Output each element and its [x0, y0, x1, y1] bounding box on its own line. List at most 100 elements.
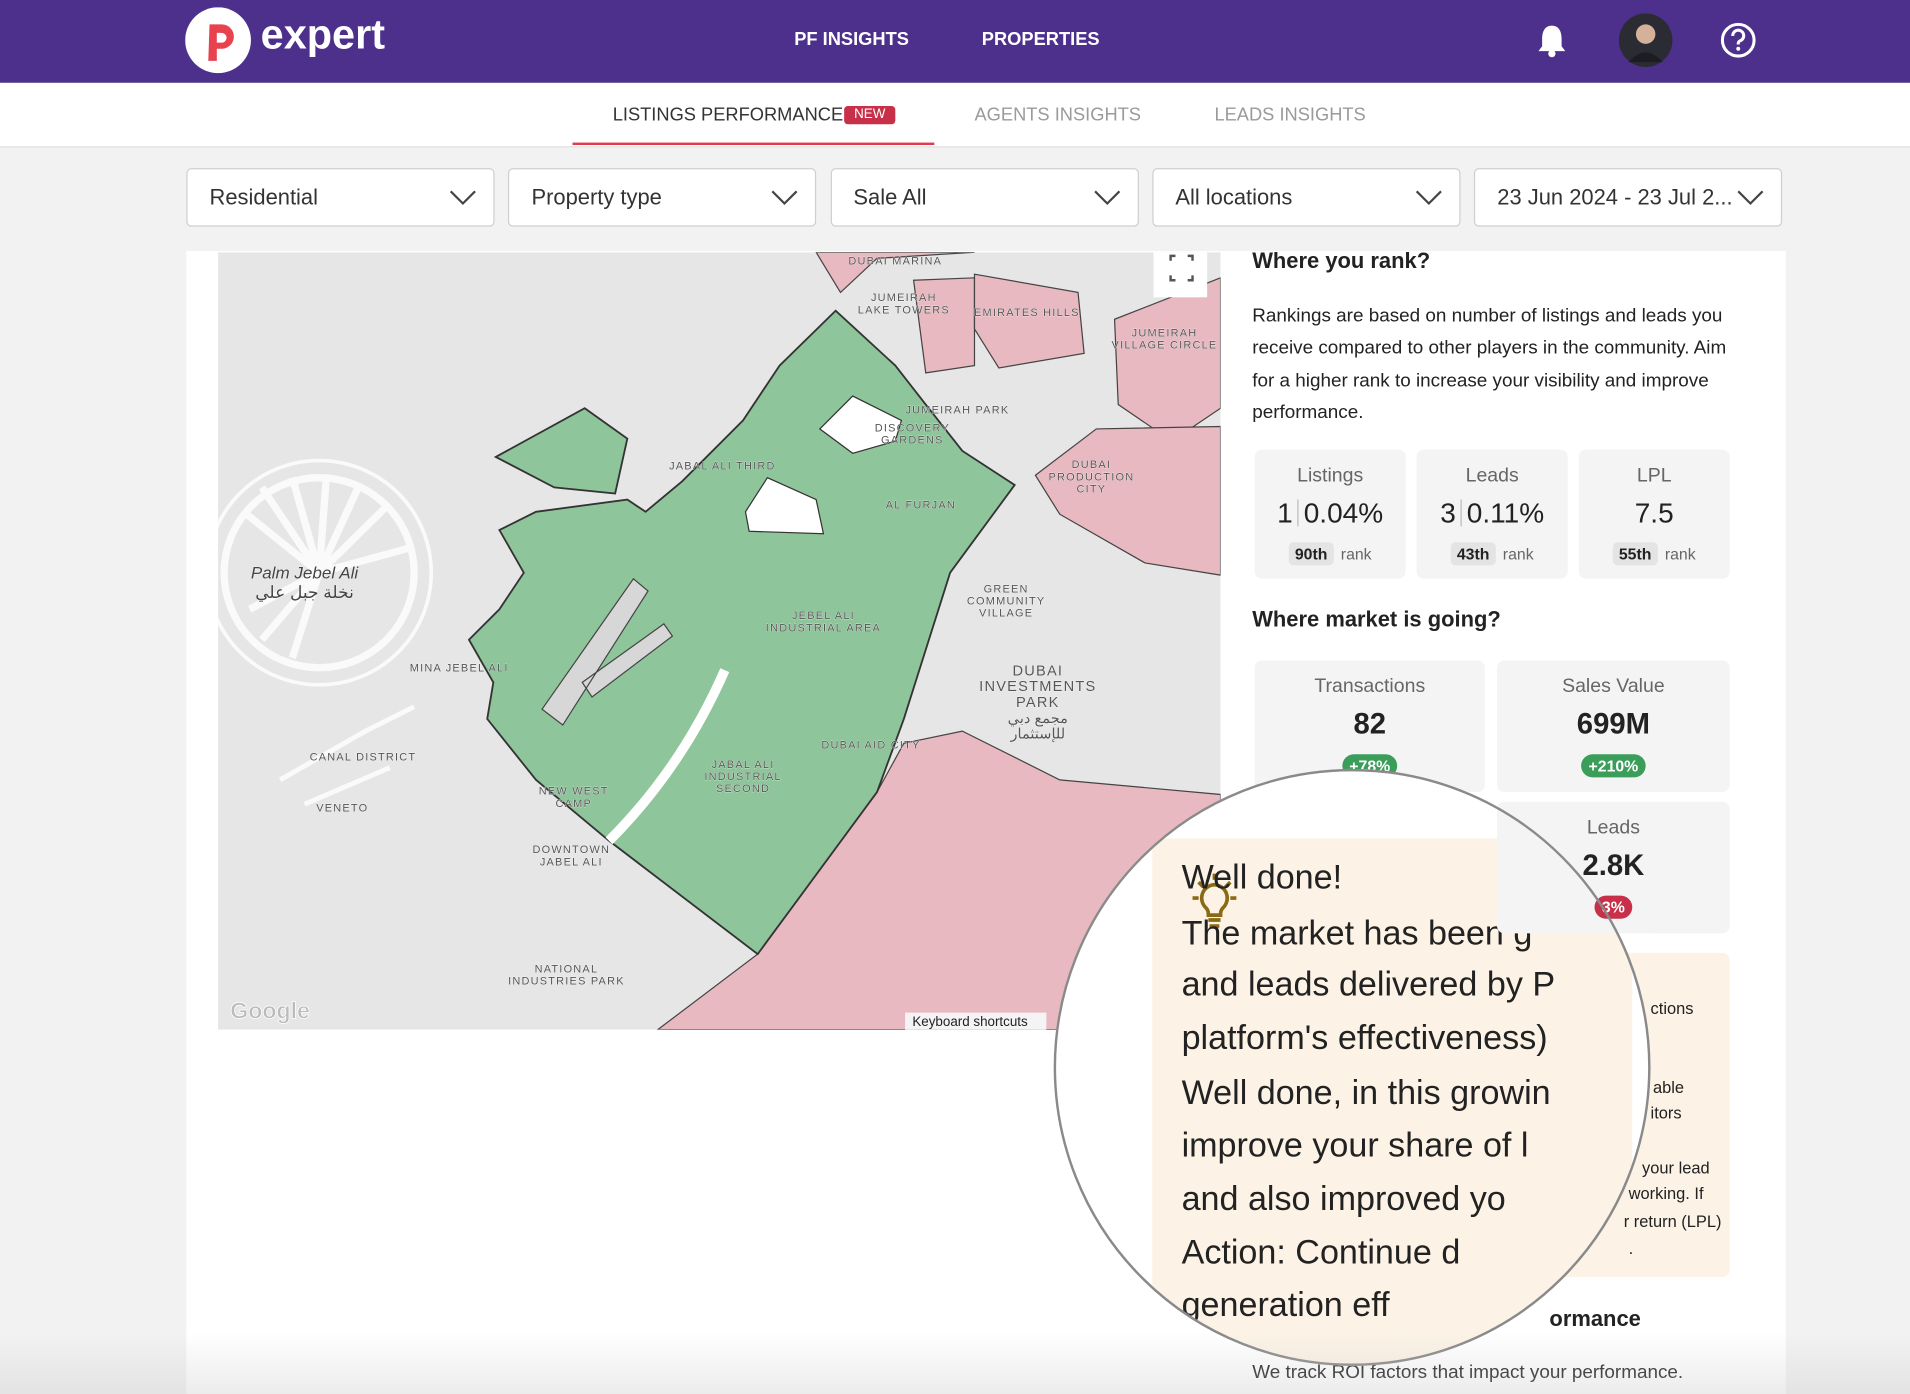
map-label: JABEL ALI	[540, 856, 603, 868]
avatar[interactable]	[1618, 13, 1673, 68]
map-label: LAKE TOWERS	[858, 304, 950, 316]
count: 3	[1440, 497, 1456, 529]
chevron	[1415, 190, 1442, 206]
section-text: Rankings are based on number of listings…	[1252, 305, 1727, 423]
chevron	[449, 190, 476, 206]
new-badge: NEW	[844, 106, 896, 125]
map-label: DUBAI	[1012, 663, 1063, 679]
change-row: +210%	[1497, 754, 1730, 778]
tab[interactable]: LISTINGS PERFORMANCE	[612, 104, 844, 126]
map-label: DISCOVERY	[875, 423, 950, 435]
rank-word: rank	[1502, 544, 1534, 563]
tip-text: ctions	[1650, 999, 1694, 1018]
map-label: COMMUNITY	[967, 596, 1046, 608]
card-value: 699M	[1576, 707, 1650, 741]
card-label: Leads	[1586, 817, 1640, 839]
tab[interactable]: LEADS INSIGHTS	[1214, 104, 1366, 126]
tip-text: working. If	[1628, 1184, 1704, 1203]
rank-pill: 55th	[1612, 542, 1658, 566]
map-label: GREEN	[984, 583, 1029, 595]
map-label: PRODUCTION	[1049, 471, 1135, 483]
dropdown[interactable]: All locations	[1152, 168, 1461, 227]
nav-link[interactable]: PF INSIGHTS	[794, 29, 909, 50]
market-card: Sales Value 699M +210%	[1497, 660, 1730, 793]
separator	[1460, 499, 1462, 527]
dropdown[interactable]: 23 Jun 2024 - 23 Jul 2...	[1474, 168, 1783, 227]
card-label: Sales Value	[1562, 676, 1665, 697]
rank-pill: 90th	[1288, 542, 1334, 566]
card-label: Leads	[1465, 465, 1519, 487]
card-value: 7.5	[1579, 497, 1730, 530]
chevron	[1737, 190, 1764, 206]
map-label: DUBAI	[1072, 459, 1112, 471]
dropdown[interactable]: Sale All	[830, 168, 1139, 227]
count: 1	[1277, 497, 1293, 529]
help-icon[interactable]	[1720, 22, 1757, 59]
dropdown-label: 23 Jun 2024 - 23 Jul 2...	[1497, 185, 1733, 210]
chevron	[1093, 190, 1120, 206]
nav-link[interactable]: PROPERTIES	[981, 29, 1100, 50]
map-label: EMIRATES HILLS	[974, 307, 1080, 319]
map-label: JABAL ALI	[712, 759, 775, 771]
map-label: PARK	[1016, 695, 1060, 711]
rank-row: 43th rank	[1417, 542, 1568, 566]
map-attribution[interactable]: Keyboard shortcuts	[912, 1014, 1028, 1029]
card-value: 82	[1353, 707, 1387, 741]
section-title: Where market is going?	[1252, 606, 1501, 632]
map-label: للإستثمار	[1009, 727, 1065, 743]
dropdown[interactable]: Property type	[508, 168, 817, 227]
logo-text: expert	[260, 12, 385, 59]
map-label: NEW WEST	[539, 786, 609, 798]
tip-text: itors	[1650, 1103, 1682, 1123]
chevron	[771, 190, 798, 206]
map-label: MINA JEBEL ALI	[410, 663, 509, 675]
card-label: Transactions	[1314, 676, 1426, 697]
logo-icon	[185, 7, 251, 74]
map-label: DOWNTOWN	[532, 844, 610, 856]
map-label: JUMEIRAH	[871, 292, 937, 304]
map-label: VILLAGE	[979, 608, 1033, 620]
tab-bar: LISTINGS PERFORMANCE NEW AGENTS INSIGHTS…	[0, 82, 1910, 148]
map-label: CANAL DISTRICT	[310, 752, 417, 764]
rank-card: LPL 7.5 55th rank	[1578, 449, 1730, 579]
tab-underline	[572, 142, 935, 146]
tab[interactable]: AGENTS INSIGHTS	[974, 104, 1141, 126]
change-pill: +210%	[1581, 754, 1646, 778]
section-title: Where you rank?	[1252, 248, 1431, 273]
map-label: Palm Jebel Ali	[251, 564, 360, 583]
map-label: AL FURJAN	[886, 499, 956, 511]
map-label: INDUSTRIES PARK	[508, 976, 625, 988]
map-brand: Google	[230, 998, 310, 1024]
tip-text: r return (LPL)	[1623, 1212, 1722, 1231]
share: 0.04%	[1303, 497, 1384, 529]
card-value: 1 0.04%	[1255, 497, 1406, 530]
map-label: CAMP	[555, 798, 592, 810]
map-label: NATIONAL	[535, 964, 599, 976]
section-text: We track ROI factors that impact your pe…	[1252, 1362, 1684, 1384]
dropdown[interactable]: Residential	[186, 168, 495, 227]
map-label: VENETO	[316, 803, 368, 815]
magnifier-ring	[1053, 768, 1651, 1366]
card-label: LPL	[1636, 465, 1672, 487]
dropdown-label: Property type	[531, 185, 662, 210]
tip-text: your lead	[1642, 1158, 1710, 1178]
bell-icon[interactable]	[1535, 22, 1569, 59]
dropdown-label: All locations	[1175, 185, 1293, 210]
map-label: JUMEIRAH PARK	[905, 404, 1009, 416]
rank-card: Leads 3 0.11% 43th rank	[1416, 449, 1568, 579]
card-label: Listings	[1297, 465, 1364, 487]
card-value: 3 0.11%	[1417, 497, 1568, 530]
map-label: نخلة جبل علي	[255, 583, 354, 602]
separator	[1297, 499, 1299, 527]
share: 0.11%	[1466, 497, 1545, 529]
rank-pill: 43th	[1450, 542, 1496, 566]
map-label: DUBAI AID CITY	[821, 739, 920, 751]
map-label: INVESTMENTS	[979, 679, 1096, 695]
tip-text: able	[1652, 1078, 1685, 1097]
map-label: SECOND	[716, 783, 770, 795]
dropdown-label: Sale All	[853, 185, 927, 210]
rank-row: 90th rank	[1255, 542, 1406, 566]
map-label: INDUSTRIAL AREA	[766, 622, 881, 634]
